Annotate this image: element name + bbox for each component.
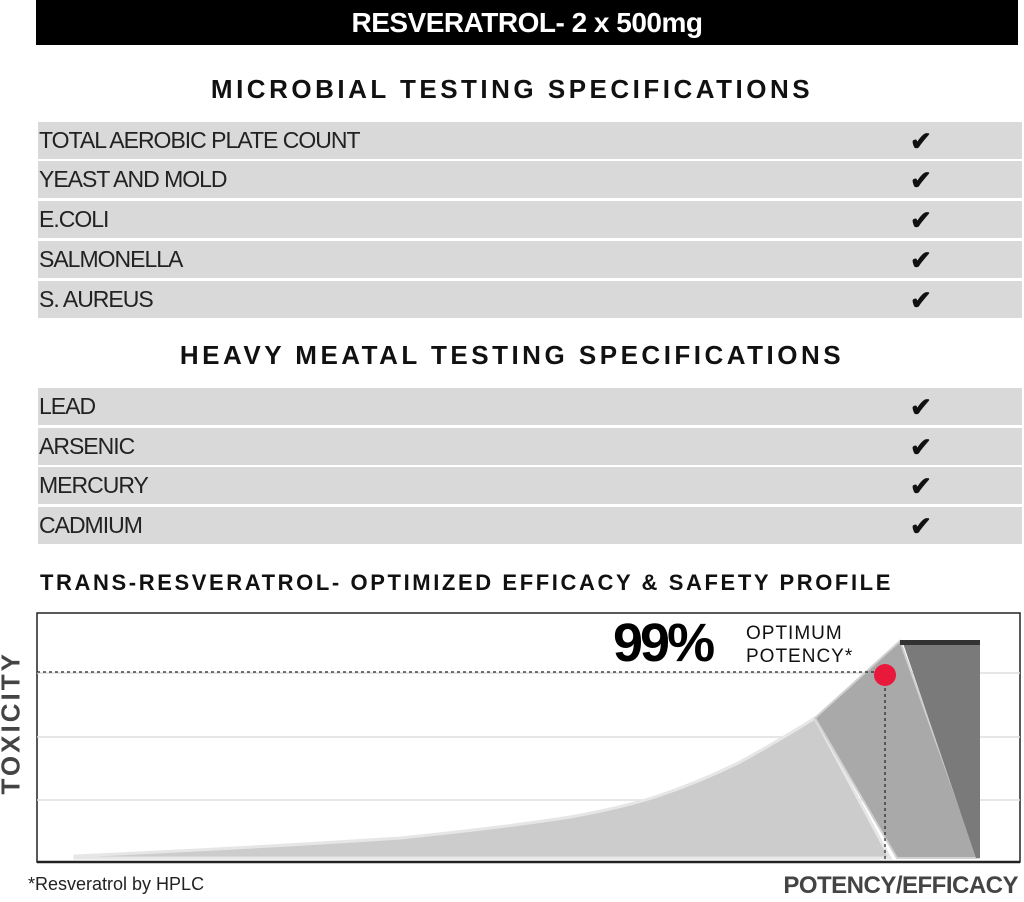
spec-row: TOTAL AEROBIC PLATE COUNT ✔	[38, 122, 1022, 159]
potency-label-line2: POTENCY*	[746, 646, 854, 667]
spec-row: CADMIUM ✔	[38, 507, 1022, 544]
checkmark-icon: ✔	[910, 165, 932, 195]
checkmark-icon: ✔	[910, 471, 932, 501]
spec-row: YEAST AND MOLD ✔	[38, 161, 1022, 198]
light-area	[73, 715, 893, 860]
spec-label: SALMONELLA	[39, 246, 183, 272]
checkmark-icon: ✔	[910, 285, 932, 315]
dark-area	[903, 643, 980, 858]
spec-row: ARSENIC ✔	[38, 428, 1022, 465]
potency-value: 99%	[613, 613, 715, 673]
spec-label: TOTAL AEROBIC PLATE COUNT	[39, 127, 360, 153]
spec-label: LEAD	[39, 393, 96, 419]
heavy-metal-section-title: HEAVY MEATAL TESTING SPECIFICATIONS	[179, 340, 845, 370]
spec-row: S. AUREUS ✔	[38, 281, 1022, 318]
spec-label: ARSENIC	[39, 433, 135, 459]
y-axis-label: TOXICITY	[0, 651, 26, 795]
potency-label-line1: OPTIMUM	[746, 623, 843, 644]
spec-label: S. AUREUS	[39, 286, 154, 312]
dark-cap	[900, 640, 980, 645]
spec-row: SALMONELLA ✔	[38, 241, 1022, 278]
checkmark-icon: ✔	[910, 432, 932, 462]
spec-label: E.COLI	[39, 206, 109, 232]
checkmark-icon: ✔	[910, 126, 932, 156]
checkmark-icon: ✔	[910, 205, 932, 235]
spec-row: E.COLI ✔	[38, 201, 1022, 238]
product-title-banner: RESVERATROL- 2 x 500mg	[36, 0, 1018, 45]
checkmark-icon: ✔	[910, 392, 932, 422]
spec-row: LEAD ✔	[38, 388, 1022, 425]
product-title: RESVERATROL- 2 x 500mg	[351, 6, 703, 38]
spec-label: YEAST AND MOLD	[39, 166, 228, 192]
optimum-marker	[874, 664, 896, 686]
spec-row: MERCURY ✔	[38, 467, 1022, 504]
footnote: *Resveratrol by HPLC	[28, 874, 205, 894]
microbial-section-title: MICROBIAL TESTING SPECIFICATIONS	[210, 74, 814, 104]
potency-label: OPTIMUM POTENCY*	[746, 622, 853, 668]
x-axis-label: POTENCY/EFFICACY	[783, 872, 1018, 899]
spec-label: CADMIUM	[39, 512, 143, 538]
chart-title: TRANS-RESVERATROL- OPTIMIZED EFFICACY & …	[40, 570, 893, 595]
checkmark-icon: ✔	[910, 511, 932, 541]
checkmark-icon: ✔	[910, 245, 932, 275]
spec-label: MERCURY	[39, 472, 149, 498]
